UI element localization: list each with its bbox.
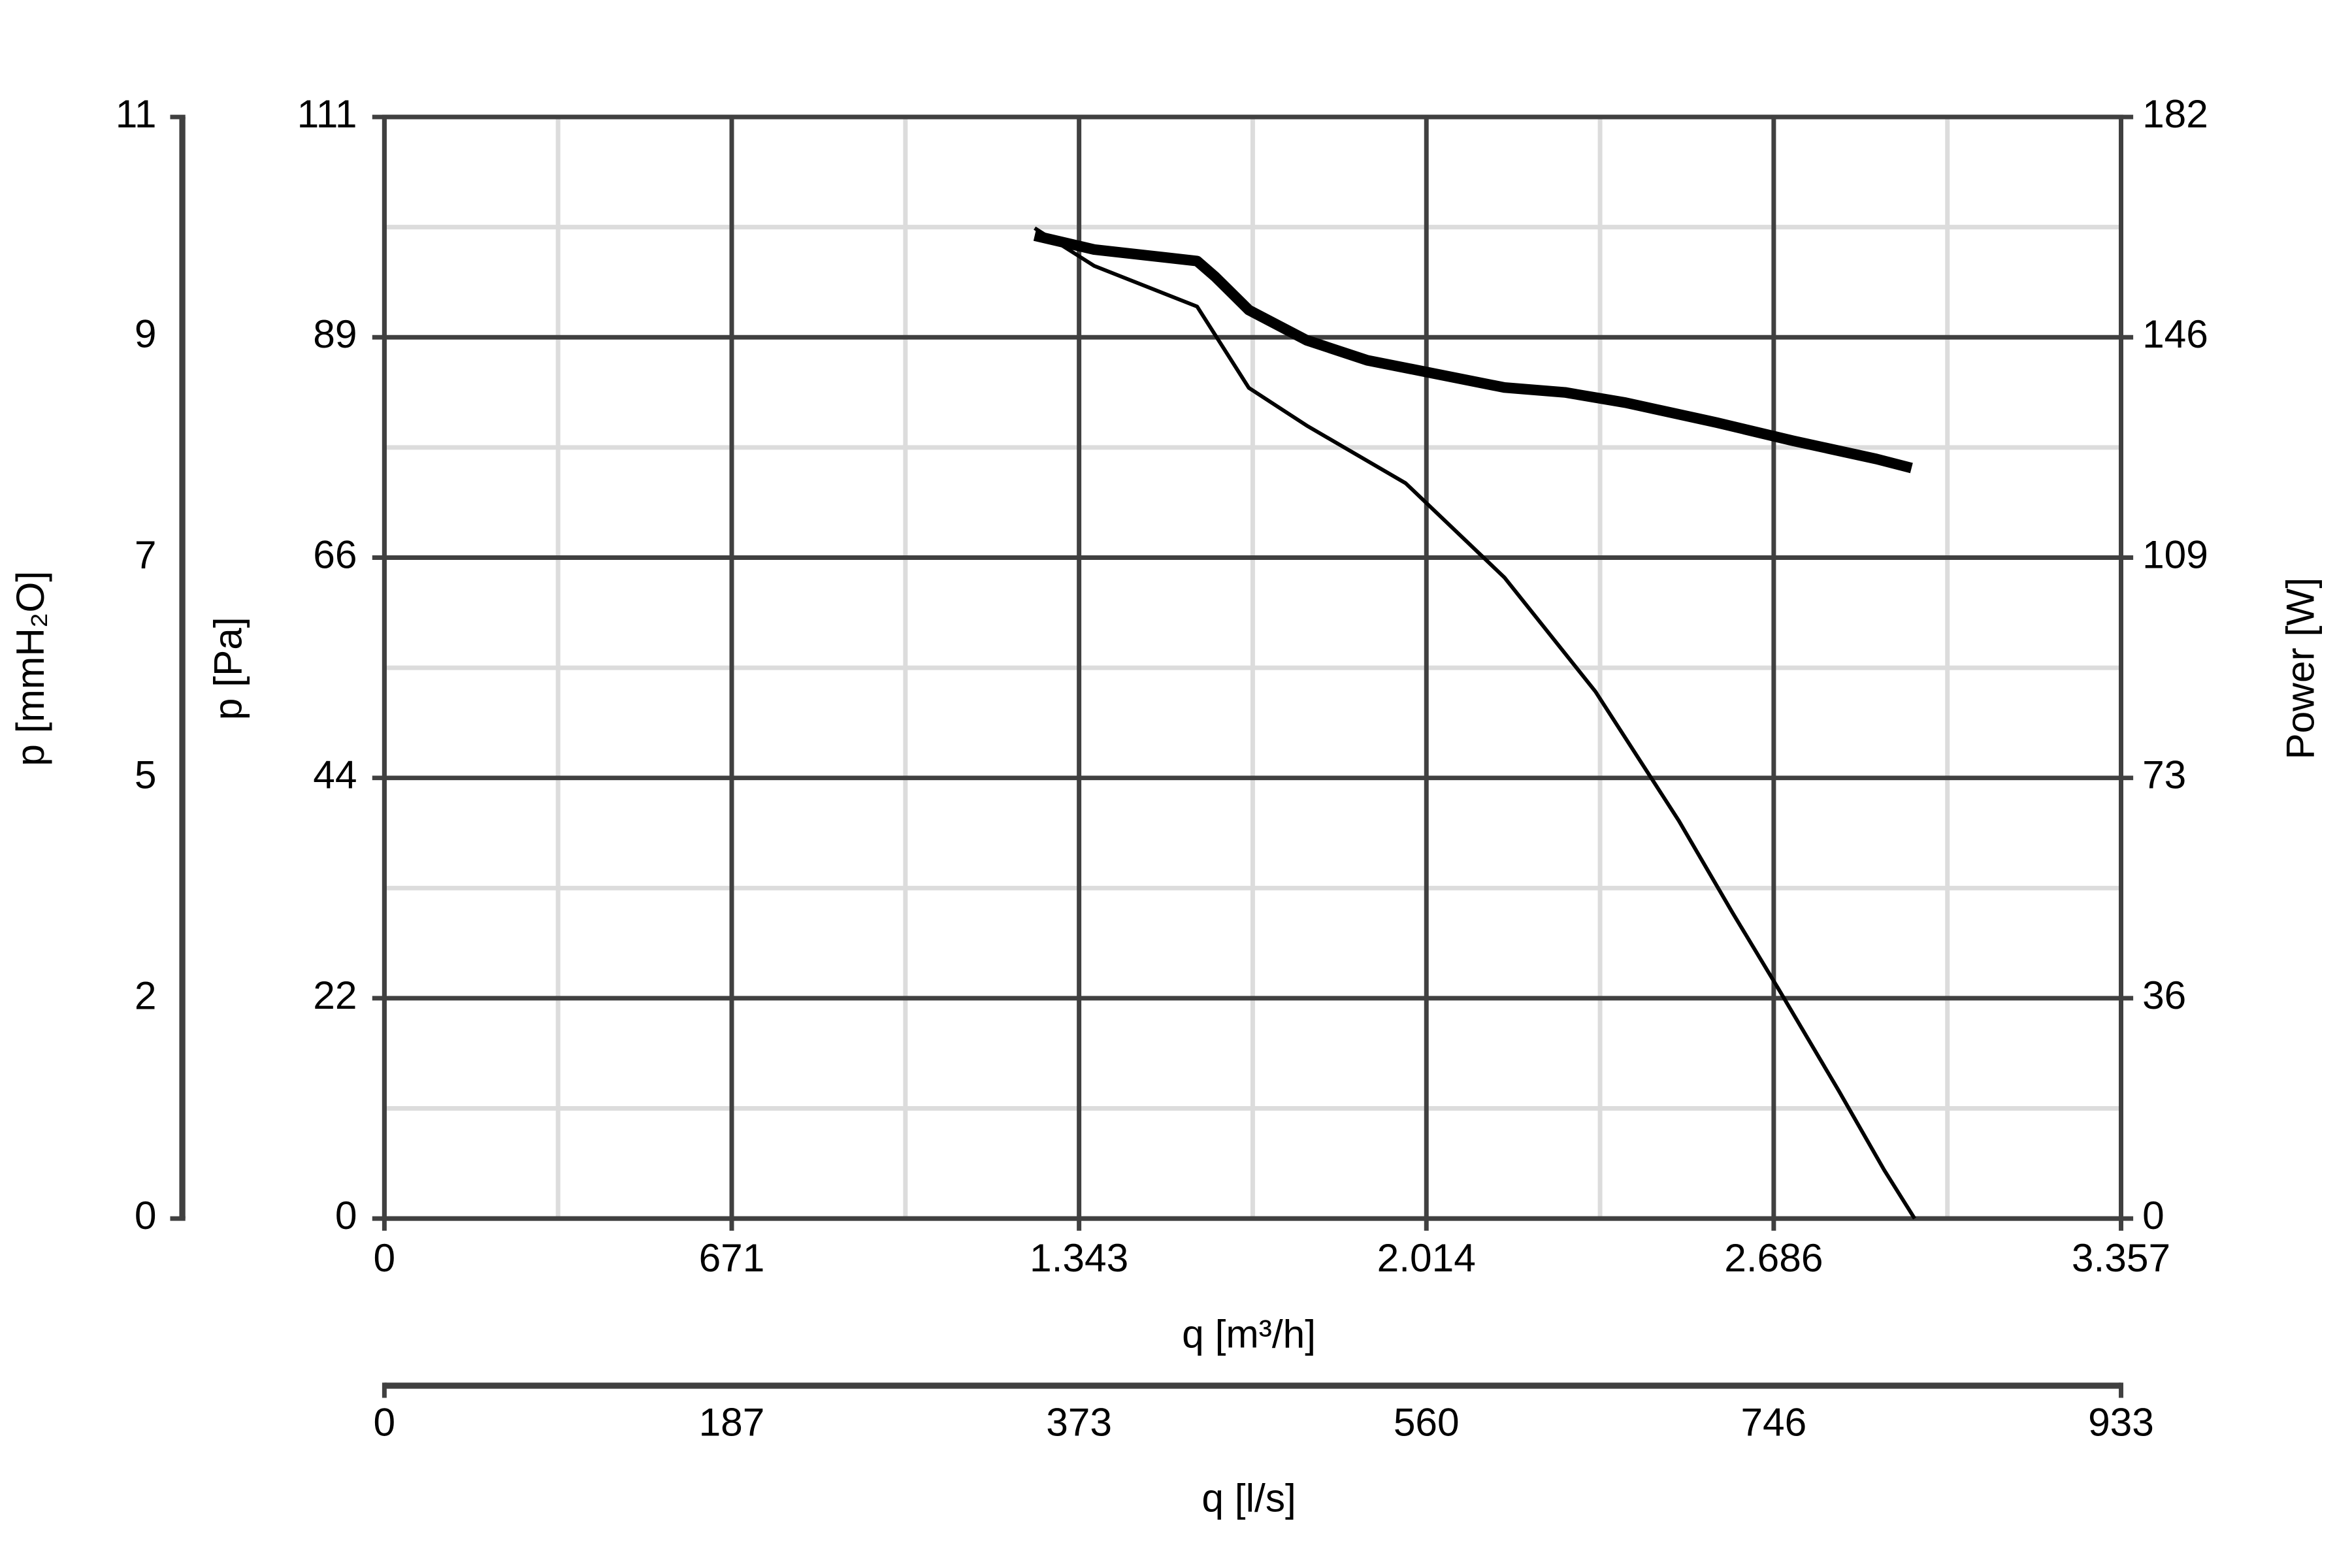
y-alt-tick-label: 0 (135, 1193, 157, 1237)
x-axis-title: q [m³/h] (1182, 1311, 1316, 1356)
x-alt-tick-label: 746 (1740, 1399, 1806, 1444)
plot-frame (382, 114, 2123, 1221)
y-axis-title: p [Pa] (205, 617, 250, 720)
y-tick-label: 111 (297, 91, 357, 136)
y-tick-label: 44 (313, 753, 357, 797)
y-alt-axis-title: p [mmH₂O] (8, 571, 52, 766)
y-tick-label: 22 (313, 973, 357, 1017)
x-alt-tick-label: 0 (374, 1399, 396, 1444)
y2-tick-label: 182 (2142, 91, 2208, 136)
y-alt-tick-label: 9 (135, 312, 157, 356)
x-tick-label: 671 (699, 1235, 765, 1280)
y-tick-label: 66 (313, 532, 357, 576)
y2-axis-title: Power [W] (2278, 578, 2323, 760)
x-alt-axis-title: q [l/s] (1201, 1476, 1296, 1520)
x-alt-tick-label: 560 (1394, 1399, 1460, 1444)
y2-tick-label: 0 (2142, 1193, 2164, 1237)
y2-tick-label: 109 (2142, 532, 2208, 576)
x-tick-label: 2.014 (1377, 1235, 1476, 1280)
x-alt-tick-label: 187 (699, 1399, 765, 1444)
x-alt-tick-label: 373 (1046, 1399, 1112, 1444)
x-tick-label: 2.686 (1724, 1235, 1823, 1280)
y-alt-tick-label: 2 (135, 973, 157, 1017)
x-alt-tick-label: 933 (2088, 1399, 2154, 1444)
y2-tick-label: 73 (2142, 753, 2186, 797)
x-tick-label: 0 (374, 1235, 396, 1280)
y-tick-label: 0 (335, 1193, 357, 1237)
y-alt-tick-label: 11 (116, 91, 157, 136)
y-alt-tick-label: 5 (135, 752, 157, 796)
curve (1033, 230, 1913, 474)
x-tick-label: 1.343 (1030, 1235, 1128, 1280)
y-alt-tick-label: 7 (135, 532, 157, 577)
y2-tick-label: 146 (2142, 312, 2208, 356)
y2-tick-label: 36 (2142, 973, 2186, 1017)
y-tick-label: 89 (313, 312, 357, 356)
curve (1034, 226, 1917, 1220)
x-tick-label: 3.357 (2072, 1235, 2170, 1280)
